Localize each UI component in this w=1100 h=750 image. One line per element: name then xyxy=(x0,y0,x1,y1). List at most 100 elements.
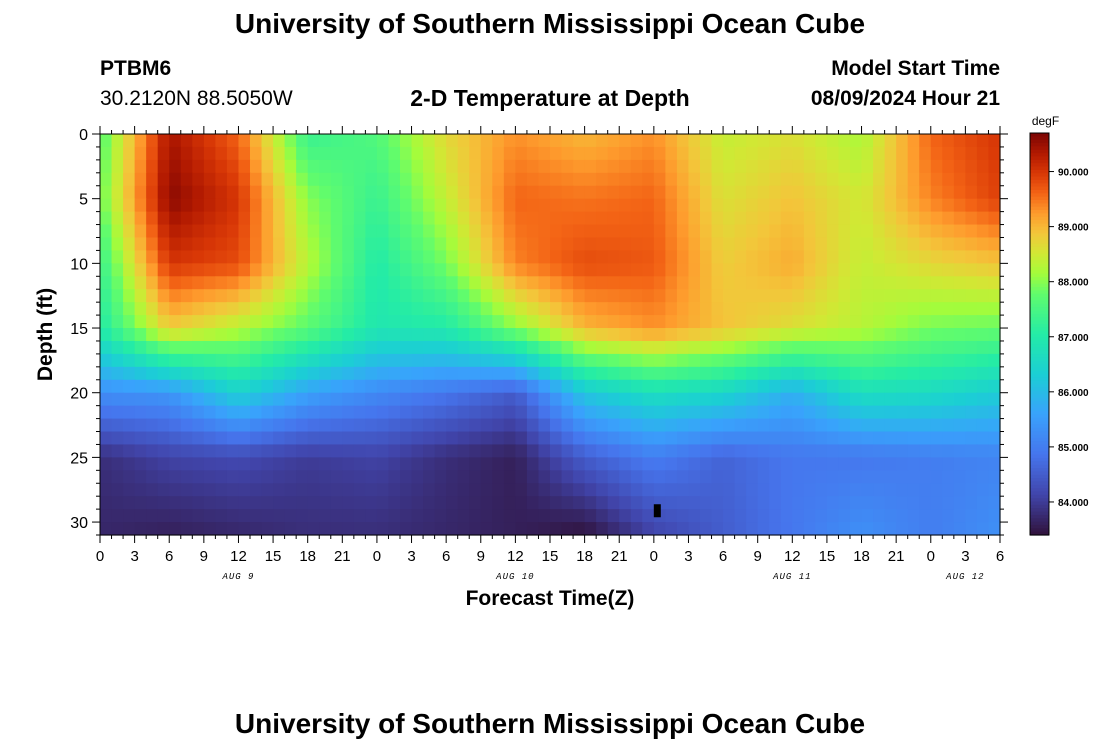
heatmap-cell xyxy=(988,289,1001,303)
heatmap-cell xyxy=(319,366,332,381)
heatmap-cell xyxy=(261,302,274,316)
heatmap-cell xyxy=(619,328,632,342)
heatmap-cell xyxy=(342,483,355,497)
heatmap-cell xyxy=(803,302,816,316)
heatmap-cell xyxy=(561,289,574,303)
heatmap-cell xyxy=(100,250,113,264)
heatmap-cell xyxy=(942,276,955,290)
colorbar-swatch xyxy=(1030,471,1049,476)
heatmap-cell xyxy=(965,405,978,420)
heatmap-cell xyxy=(630,134,643,148)
heatmap-cell xyxy=(480,509,493,523)
heatmap-cell xyxy=(157,250,170,264)
heatmap-cell xyxy=(746,289,759,303)
x-date-label: AUG 12 xyxy=(945,572,984,582)
colorbar-swatch xyxy=(1030,514,1049,519)
heatmap-cell xyxy=(861,340,874,355)
x-tick-label: 0 xyxy=(373,548,381,565)
heatmap-cell xyxy=(942,470,955,484)
heatmap-cell xyxy=(815,496,828,510)
heatmap-cell xyxy=(203,302,216,316)
heatmap-cell xyxy=(873,276,886,290)
heatmap-cell xyxy=(746,496,759,510)
heatmap-cell xyxy=(584,172,597,187)
colorbar-swatch xyxy=(1030,417,1049,422)
heatmap-cell xyxy=(342,237,355,252)
heatmap-cell xyxy=(826,302,840,316)
heatmap-cell xyxy=(480,366,493,381)
heatmap-cell xyxy=(515,431,528,446)
heatmap-cell xyxy=(607,444,620,458)
heatmap-cell xyxy=(400,418,413,433)
heatmap-cell xyxy=(780,302,793,316)
heatmap-cell xyxy=(723,444,736,458)
heatmap-cell xyxy=(353,172,366,187)
heatmap-cell xyxy=(653,224,666,239)
heatmap-cell xyxy=(780,431,793,446)
heatmap-cell xyxy=(550,237,563,252)
heatmap-cell xyxy=(642,276,655,290)
heatmap-cell xyxy=(746,444,759,458)
heatmap-cell xyxy=(319,172,332,187)
colorbar-swatch xyxy=(1030,454,1049,459)
heatmap-cell xyxy=(850,431,863,446)
heatmap-cell xyxy=(642,366,655,381)
heatmap-cell xyxy=(976,496,990,510)
heatmap-cell xyxy=(342,159,355,174)
heatmap-cell xyxy=(411,302,424,316)
heatmap-cell xyxy=(953,496,966,510)
heatmap-cell xyxy=(653,418,666,433)
heatmap-cell xyxy=(757,392,770,407)
heatmap-cell xyxy=(907,250,920,264)
heatmap-cell xyxy=(619,509,632,523)
x-tick-label: 15 xyxy=(265,548,282,565)
heatmap-cell xyxy=(503,379,516,394)
heatmap-cell xyxy=(365,496,378,510)
heatmap-cell xyxy=(896,134,909,148)
heatmap-cell xyxy=(607,159,620,174)
heatmap-cell xyxy=(665,379,678,394)
heatmap-cell xyxy=(919,172,932,187)
heatmap-cell xyxy=(284,237,297,252)
heatmap-cell xyxy=(434,263,447,277)
heatmap-cell xyxy=(169,509,182,523)
heatmap-cell xyxy=(607,353,620,368)
heatmap-cell xyxy=(238,146,251,161)
heatmap-cell xyxy=(538,496,551,510)
heatmap-cell xyxy=(515,289,528,303)
heatmap-cell xyxy=(203,315,216,329)
heatmap-cell xyxy=(180,211,193,226)
heatmap-cell xyxy=(376,353,390,368)
heatmap-cell xyxy=(792,315,805,329)
heatmap-cell xyxy=(665,315,678,329)
heatmap-cell xyxy=(134,224,147,239)
heatmap-cell xyxy=(492,509,505,523)
heatmap-cell xyxy=(734,431,747,446)
heatmap-cell xyxy=(850,353,863,368)
heatmap-cell xyxy=(111,185,124,200)
heatmap-cell xyxy=(815,444,828,458)
heatmap-cell xyxy=(861,522,874,536)
heatmap-cell xyxy=(630,146,643,161)
heatmap-cell xyxy=(653,302,666,316)
heatmap-cell xyxy=(250,353,263,368)
colorbar-swatch xyxy=(1030,504,1049,509)
colorbar-swatch xyxy=(1030,421,1049,426)
heatmap-cell xyxy=(169,353,182,368)
heatmap-cell xyxy=(238,509,251,523)
heatmap-cell xyxy=(365,289,378,303)
heatmap-cell xyxy=(607,302,620,316)
heatmap-cell xyxy=(400,405,413,420)
heatmap-cell xyxy=(180,263,193,277)
colorbar-swatch xyxy=(1030,390,1049,395)
heatmap-cell xyxy=(111,224,124,239)
x-date-label: AUG 11 xyxy=(772,572,811,582)
heatmap-cell xyxy=(792,340,805,355)
heatmap-cell xyxy=(815,483,828,497)
x-tick-label: 15 xyxy=(542,548,559,565)
x-tick-label: 3 xyxy=(961,548,969,565)
heatmap-cell xyxy=(400,444,413,458)
heatmap-cell xyxy=(261,470,274,484)
heatmap-cell xyxy=(850,198,863,213)
heatmap-cell xyxy=(365,198,378,213)
